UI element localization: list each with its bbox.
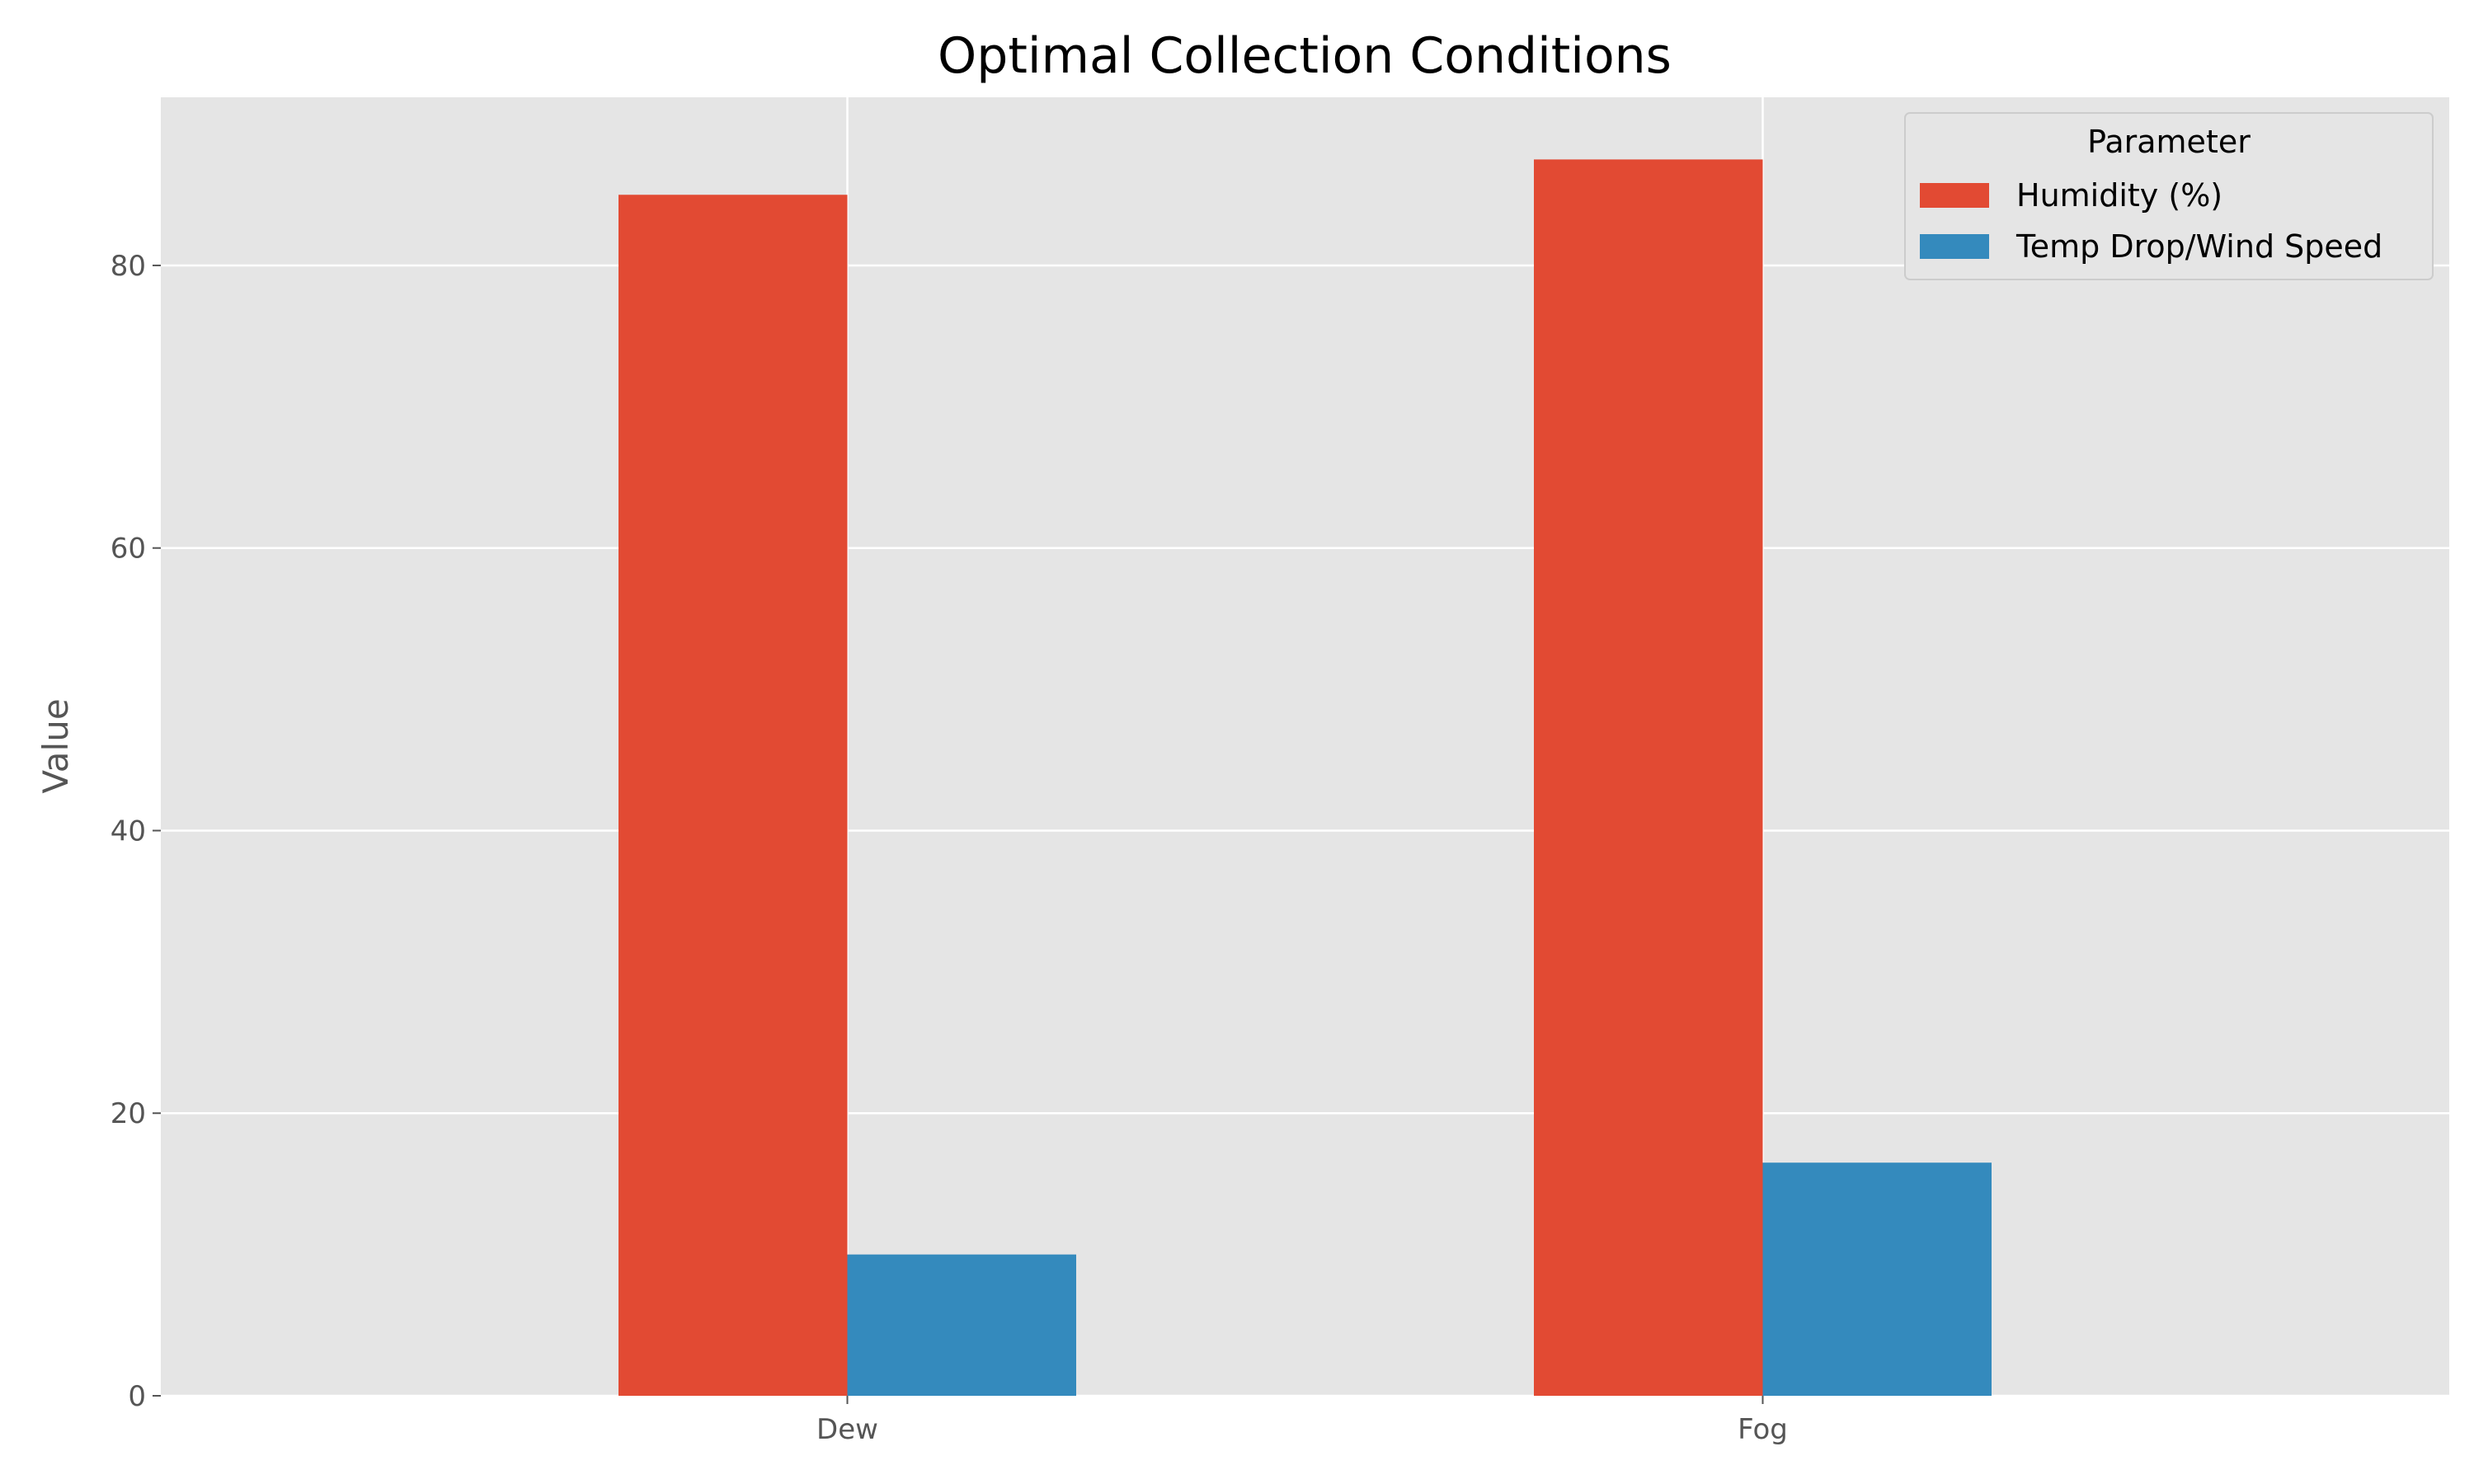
y-tick-label: 0 [128,1380,146,1413]
bar-humidity-dew [618,195,848,1396]
bar-temp-drop-wind-speed-fog [1762,1162,1992,1396]
y-tick-label: 20 [111,1097,146,1130]
legend-swatch-humidity [1920,183,1989,208]
x-axis: Dew Fog [816,1396,1788,1446]
y-axis-label: Value [35,698,76,793]
y-axis: 0 20 40 60 80 [111,250,161,1413]
legend-swatch-temp-drop [1920,234,1989,259]
legend-frame [1904,112,2434,280]
x-tick-label: Dew [816,1413,878,1446]
y-tick-label: 60 [111,533,146,566]
plot-area [161,97,2449,1396]
legend-label-temp-drop: Temp Drop/Wind Speed [2015,228,2382,265]
legend-label-humidity: Humidity (%) [2016,177,2222,214]
y-tick-label: 80 [111,250,146,283]
y-tick-label: 40 [111,815,146,848]
legend-title: Parameter [2087,124,2251,160]
bar-humidity-fog [1534,159,1763,1396]
legend: Parameter Humidity (%) Temp Drop/Wind Sp… [1904,112,2434,280]
chart-title: Optimal Collection Conditions [938,27,1672,85]
bar-temp-drop-wind-speed-dew [847,1254,1076,1396]
x-tick-label: Fog [1738,1413,1788,1446]
bars [618,159,1992,1396]
